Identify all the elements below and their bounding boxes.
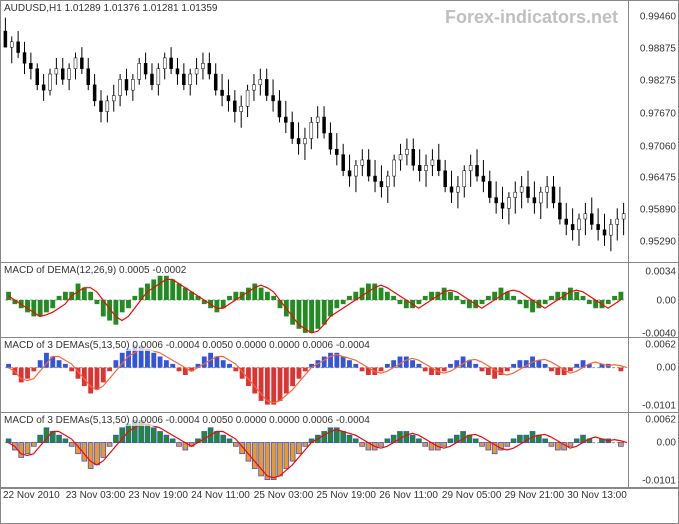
watermark-text: Forex-indicators.net — [445, 7, 618, 28]
price-chart-area[interactable]: AUDUSD,H1 1.01289 1.01376 1.01281 1.0135… — [1, 1, 628, 262]
macd-3demas-area-1[interactable]: MACD of 3 DEMAs(5,13,50) 0.0006 -0.0004 … — [1, 338, 628, 412]
macd-3demas-area-2[interactable]: MACD of 3 DEMAs(5,13,50) 0.0006 -0.0004 … — [1, 413, 628, 487]
macd-dema-panel[interactable]: MACD of DEMA(12,26,9) 0.0005 -0.0002 0.0… — [1, 263, 678, 338]
price-chart-panel[interactable]: AUDUSD,H1 1.01289 1.01376 1.01281 1.0135… — [1, 1, 678, 263]
macd-3demas-panel-2[interactable]: MACD of 3 DEMAs(5,13,50) 0.0006 -0.0004 … — [1, 413, 678, 488]
macd-3demas-panel-1[interactable]: MACD of 3 DEMAs(5,13,50) 0.0006 -0.0004 … — [1, 338, 678, 413]
macd-3demas-label-2: MACD of 3 DEMAs(5,13,50) 0.0006 -0.0004 … — [4, 415, 370, 426]
candlestick-svg — [1, 1, 628, 262]
macd-3demas-y-axis-2: 0.00620.00-0.0101 — [628, 413, 678, 487]
macd-3demas-y-axis-1: 0.00620.00-0.0101 — [628, 338, 678, 412]
time-x-axis: 22 Nov 201023 Nov 03:0023 Nov 19:0024 No… — [1, 488, 678, 504]
macd-3demas-label-1: MACD of 3 DEMAs(5,13,50) 0.0006 -0.0004 … — [4, 340, 370, 351]
chart-container: Forex-indicators.net AUDUSD,H1 1.01289 1… — [0, 0, 679, 524]
price-y-axis: 0.994600.988750.982750.976700.970600.964… — [628, 1, 678, 262]
macd-dema-y-axis: 0.00340.00-0.0040 — [628, 263, 678, 337]
macd-dema-label: MACD of DEMA(12,26,9) 0.0005 -0.0002 — [4, 265, 186, 276]
macd-dema-area[interactable]: MACD of DEMA(12,26,9) 0.0005 -0.0002 — [1, 263, 628, 337]
price-panel-label: AUDUSD,H1 1.01289 1.01376 1.01281 1.0135… — [4, 3, 218, 14]
